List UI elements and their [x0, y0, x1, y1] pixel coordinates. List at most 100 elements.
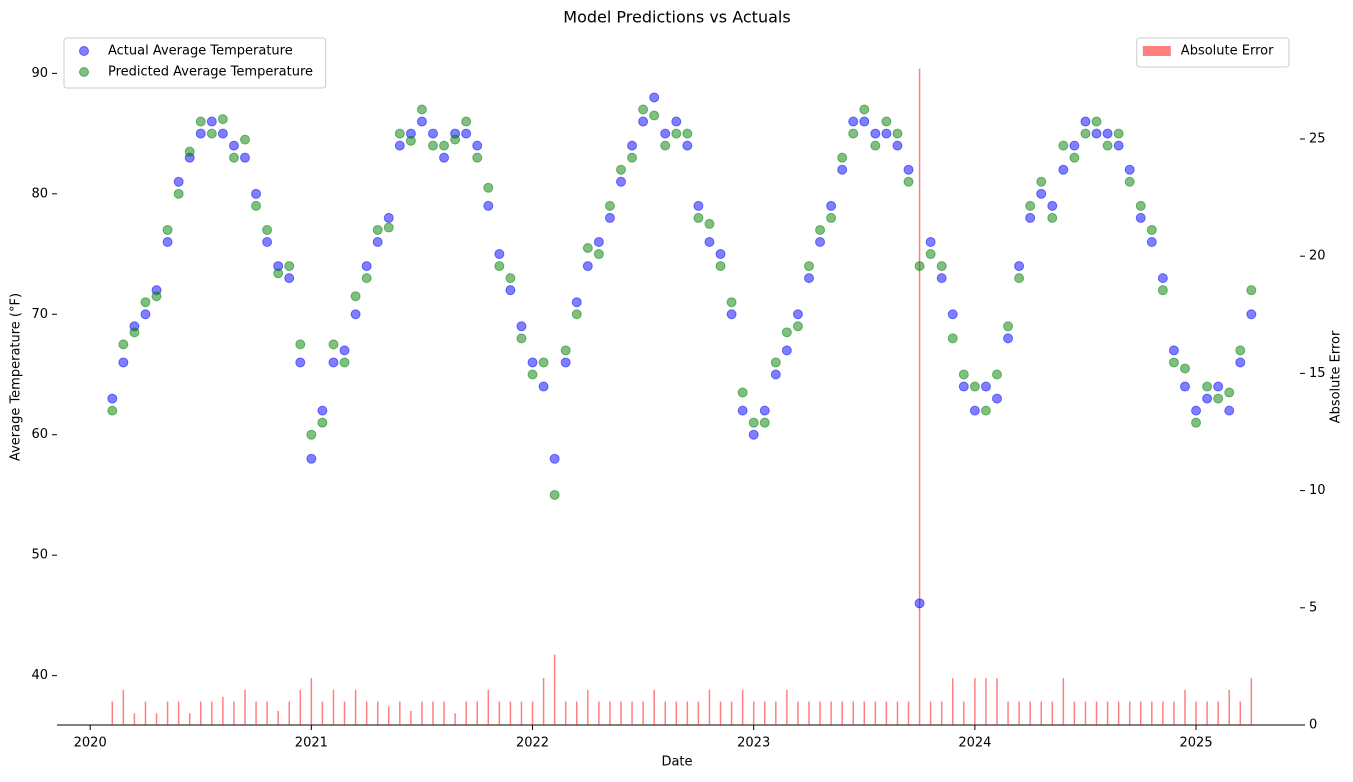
scatter-point — [239, 134, 250, 145]
error-bar — [244, 689, 246, 725]
scatter-point — [770, 369, 781, 380]
scatter-point — [1168, 357, 1179, 368]
error-bar — [310, 678, 313, 725]
scatter-point — [527, 369, 538, 380]
scatter-point — [737, 387, 748, 398]
scatter-point — [1235, 345, 1246, 356]
error-bar — [1195, 701, 1197, 725]
scatter-point — [671, 128, 682, 139]
scatter-point — [1113, 140, 1124, 151]
error-bar — [963, 701, 965, 725]
error-bar — [730, 701, 733, 725]
scatter-point — [615, 176, 626, 187]
error-bar — [996, 678, 998, 725]
error-bar — [410, 710, 412, 725]
scatter-point — [306, 429, 317, 440]
scatter-point — [184, 146, 195, 157]
scatter-point — [914, 261, 925, 272]
scatter-point — [815, 224, 826, 235]
error-bar — [255, 701, 257, 725]
scatter-point — [803, 273, 814, 284]
scatter-point — [505, 273, 516, 284]
scatter-point — [1036, 176, 1047, 187]
error-bar — [1228, 689, 1230, 725]
scatter-point — [284, 273, 295, 284]
scatter-point — [405, 135, 416, 146]
scatter-point — [560, 357, 571, 368]
scatter-point — [1202, 393, 1213, 404]
scatter-point — [1191, 417, 1202, 428]
scatter-point — [815, 236, 826, 247]
error-bar — [388, 706, 390, 725]
scatter-point — [1047, 212, 1058, 223]
x-tick-label: 2024 — [958, 736, 991, 751]
scatter-point — [516, 333, 527, 344]
error-bar — [166, 701, 169, 725]
scatter-point — [549, 489, 560, 500]
error-bar — [1151, 701, 1153, 725]
error-bar — [133, 713, 136, 725]
scatter-point — [803, 261, 814, 272]
error-bar — [841, 701, 843, 725]
scatter-point — [693, 212, 704, 223]
error-bar — [365, 701, 368, 725]
error-bar — [1140, 701, 1142, 725]
scatter-point — [593, 249, 604, 260]
error-bar — [177, 701, 180, 725]
scatter-point — [494, 249, 505, 260]
error-bar — [211, 701, 213, 725]
error-bar — [288, 701, 290, 725]
error-bar — [1117, 701, 1120, 725]
scatter-point — [881, 116, 892, 127]
scatter-point — [604, 200, 615, 211]
error-bar — [1128, 701, 1131, 725]
error-bar — [421, 701, 423, 725]
scatter-point — [638, 116, 649, 127]
scatter-point — [1168, 345, 1179, 356]
scatter-point — [173, 176, 184, 187]
scatter-point — [306, 453, 317, 464]
error-bar — [642, 701, 644, 725]
error-bar — [808, 701, 810, 725]
scatter-point — [1025, 200, 1036, 211]
scatter-point — [693, 200, 704, 211]
scatter-point — [903, 176, 914, 187]
error-bar — [222, 696, 224, 725]
scatter-point — [1069, 140, 1080, 151]
error-bar — [786, 689, 788, 725]
x-tick-label: 2022 — [516, 736, 549, 751]
scatter-point — [372, 224, 383, 235]
scatter-point — [1091, 116, 1102, 127]
scatter-point — [914, 598, 925, 609]
error-bar — [531, 701, 534, 725]
scatter-point — [759, 405, 770, 416]
error-bar — [609, 701, 611, 725]
scatter-point — [516, 321, 527, 332]
scatter-point — [582, 243, 593, 254]
scatter-point — [505, 285, 516, 296]
scatter-point — [129, 327, 140, 338]
error-bar — [332, 689, 335, 725]
error-bar — [1018, 701, 1020, 725]
y2-tick-label: 5 — [1309, 600, 1317, 615]
error-bar — [1029, 701, 1031, 725]
scatter-point — [317, 417, 328, 428]
scatter-point — [1102, 128, 1113, 139]
scatter-point — [483, 200, 494, 211]
scatter-point — [649, 92, 660, 103]
scatter-point — [1191, 405, 1202, 416]
error-bar — [542, 678, 545, 725]
scatter-point — [162, 224, 173, 235]
error-bar — [819, 701, 821, 725]
scatter-point — [925, 249, 936, 260]
error-bar — [985, 678, 987, 725]
error-bar — [686, 701, 689, 725]
scatter-point — [372, 236, 383, 247]
error-bar — [1040, 701, 1042, 725]
scatter-point — [107, 405, 118, 416]
scatter-point — [1157, 273, 1168, 284]
scatter-point — [262, 224, 273, 235]
y-tick-label: 80 — [31, 186, 48, 201]
scatter-point — [826, 212, 837, 223]
